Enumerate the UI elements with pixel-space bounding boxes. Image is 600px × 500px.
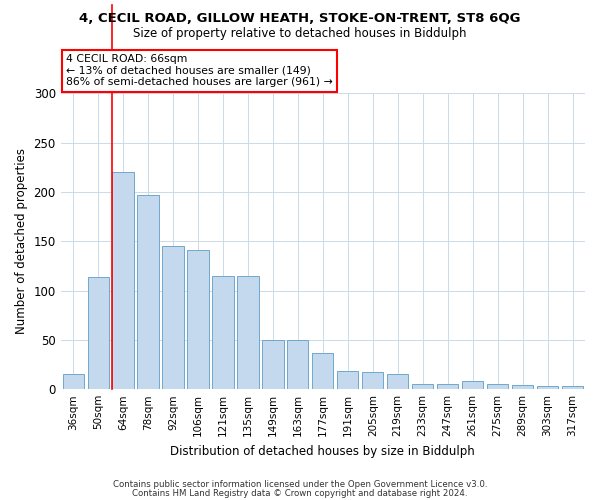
Y-axis label: Number of detached properties: Number of detached properties bbox=[15, 148, 28, 334]
Bar bbox=[537, 386, 558, 389]
Bar bbox=[238, 276, 259, 389]
Bar bbox=[312, 352, 334, 389]
Bar bbox=[62, 374, 84, 389]
Text: Contains HM Land Registry data © Crown copyright and database right 2024.: Contains HM Land Registry data © Crown c… bbox=[132, 488, 468, 498]
Bar bbox=[562, 386, 583, 389]
Bar bbox=[163, 246, 184, 389]
Bar bbox=[262, 340, 284, 389]
Bar bbox=[112, 172, 134, 389]
Bar bbox=[362, 372, 383, 389]
Bar bbox=[137, 195, 158, 389]
Bar bbox=[462, 382, 483, 389]
Bar bbox=[212, 276, 233, 389]
Bar bbox=[487, 384, 508, 389]
Text: Size of property relative to detached houses in Biddulph: Size of property relative to detached ho… bbox=[133, 28, 467, 40]
Bar bbox=[287, 340, 308, 389]
Bar bbox=[337, 372, 358, 389]
Bar bbox=[412, 384, 433, 389]
Text: 4 CECIL ROAD: 66sqm
← 13% of detached houses are smaller (149)
86% of semi-detac: 4 CECIL ROAD: 66sqm ← 13% of detached ho… bbox=[66, 54, 332, 88]
Bar bbox=[512, 385, 533, 389]
Text: 4, CECIL ROAD, GILLOW HEATH, STOKE-ON-TRENT, ST8 6QG: 4, CECIL ROAD, GILLOW HEATH, STOKE-ON-TR… bbox=[79, 12, 521, 26]
Text: Contains public sector information licensed under the Open Government Licence v3: Contains public sector information licen… bbox=[113, 480, 487, 489]
Bar bbox=[387, 374, 409, 389]
Bar bbox=[88, 277, 109, 389]
Bar bbox=[437, 384, 458, 389]
X-axis label: Distribution of detached houses by size in Biddulph: Distribution of detached houses by size … bbox=[170, 444, 475, 458]
Bar bbox=[187, 250, 209, 389]
